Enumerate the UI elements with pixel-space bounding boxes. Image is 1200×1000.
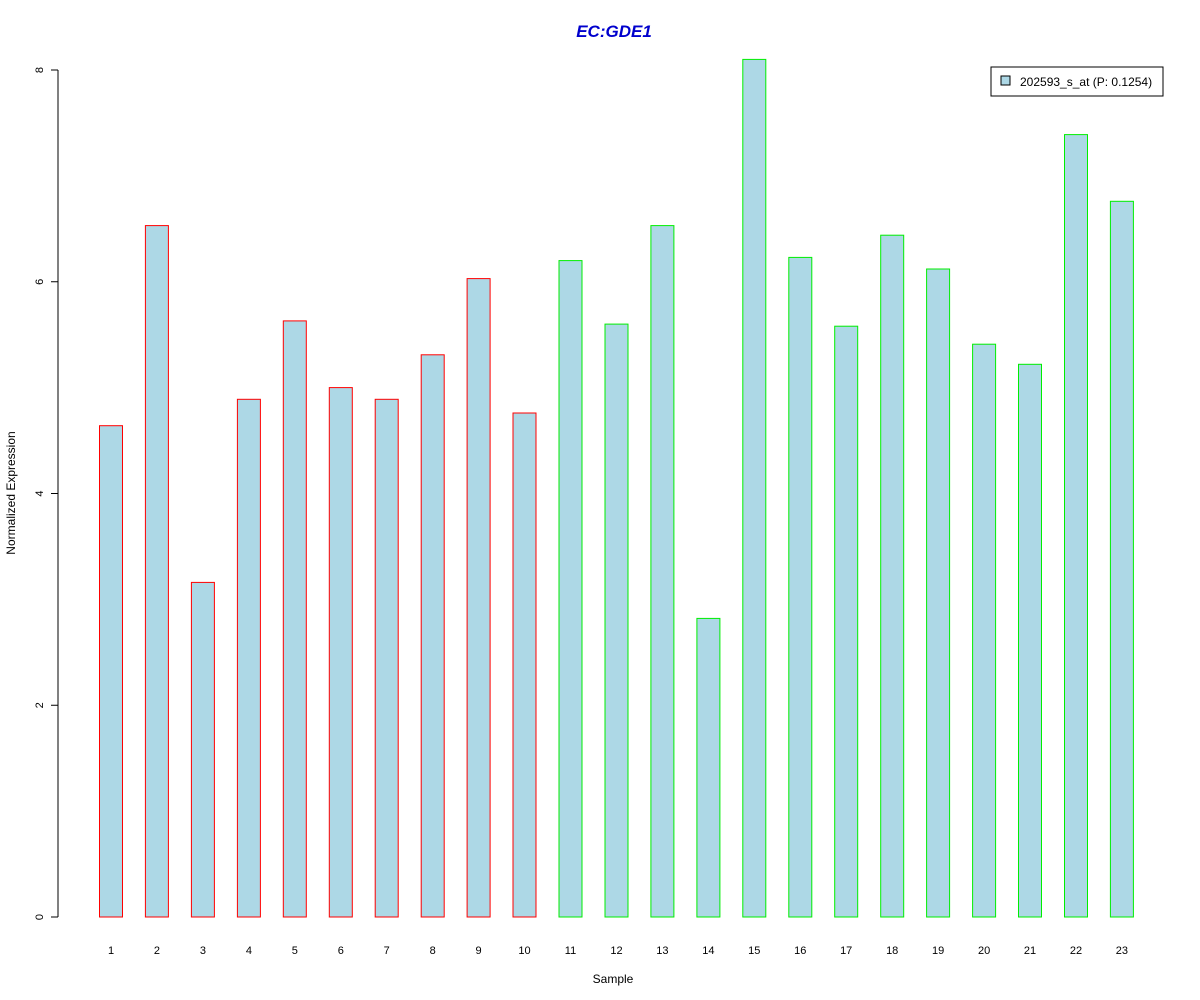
x-tick-label: 22: [1070, 945, 1082, 957]
x-tick-label: 14: [702, 945, 714, 957]
x-tick-label: 4: [246, 945, 252, 957]
legend: 202593_s_at (P: 0.1254): [990, 66, 1164, 97]
bar: [926, 268, 951, 918]
bar: [650, 225, 675, 918]
bar: [1109, 200, 1134, 918]
bar: [1064, 134, 1088, 918]
bar: [282, 320, 307, 918]
bar: [742, 58, 767, 918]
y-axis-label: Normalized Expression: [4, 431, 18, 554]
x-tick-label: 17: [840, 945, 852, 957]
x-tick-label: 20: [978, 945, 990, 957]
bar: [466, 278, 491, 918]
x-tick-label: 11: [565, 945, 576, 957]
x-tick-label: 10: [518, 945, 530, 957]
x-tick-label: 6: [338, 945, 344, 957]
x-tick-label: 2: [154, 945, 160, 957]
bar: [512, 412, 537, 918]
x-tick-label: 13: [656, 945, 668, 957]
x-tick-label: 9: [476, 945, 482, 957]
x-tick-label: 18: [886, 945, 898, 957]
bar: [99, 425, 123, 918]
x-tick-label: 1: [108, 945, 114, 957]
y-tick-label: 4: [34, 490, 46, 496]
legend-label: 202593_s_at (P: 0.1254): [1020, 75, 1152, 89]
y-tick-label: 8: [34, 67, 46, 73]
legend-swatch: [1000, 75, 1011, 86]
x-tick-label: 5: [292, 945, 298, 957]
bar: [190, 581, 215, 918]
x-tick-label: 3: [200, 945, 206, 957]
x-tick-label: 21: [1024, 945, 1036, 957]
bar: [834, 325, 859, 918]
chart-title: EC:GDE1: [576, 22, 652, 41]
bar: [880, 234, 905, 918]
x-tick-label: 16: [794, 945, 806, 957]
legend-box: [990, 66, 1164, 97]
y-tick-label: 2: [34, 702, 46, 708]
x-tick-label: 12: [610, 945, 622, 957]
y-tick-label: 0: [34, 914, 46, 920]
bar: [972, 343, 997, 918]
x-tick-labels: 1 2 3 4 5 6 7 8 9 10 11 12 13 14 15 16 17 18 19 20 21 22 23: [108, 945, 1128, 957]
x-tick-label: 7: [384, 945, 390, 957]
x-axis-label: Sample: [593, 972, 634, 986]
x-tick-label: 8: [430, 945, 436, 957]
bar: [696, 617, 721, 918]
bar: [1018, 363, 1042, 918]
x-tick-label: 23: [1116, 945, 1128, 957]
bars-group: [99, 58, 1134, 918]
bar: [236, 398, 261, 918]
bar: [788, 256, 813, 918]
bar: [328, 387, 353, 918]
y-axis: 0 2 4 6 8: [34, 67, 59, 920]
bar: [420, 354, 445, 918]
x-tick-label: 15: [748, 945, 760, 957]
y-tick-label: 6: [34, 279, 46, 285]
bar: [558, 260, 583, 918]
bar: [374, 398, 399, 918]
bar: [604, 323, 629, 918]
bar: [144, 225, 169, 918]
x-tick-label: 19: [932, 945, 944, 957]
